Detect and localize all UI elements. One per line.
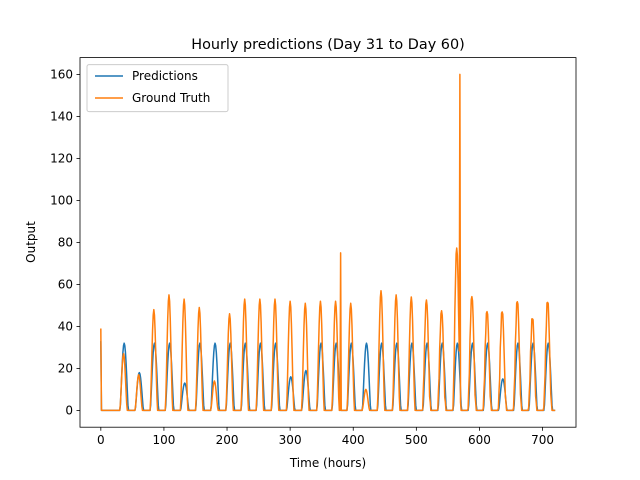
y-tick-label: 20 xyxy=(58,362,73,376)
x-tick-label: 0 xyxy=(97,433,105,447)
y-axis-ticks: 0 20 40 60 80 100 120 140 160 xyxy=(50,68,80,418)
y-tick-label: 80 xyxy=(58,236,73,250)
x-tick-label: 500 xyxy=(405,433,428,447)
y-tick-label: 100 xyxy=(50,194,73,208)
x-axis-ticks: 0 100 200 300 400 500 600 700 xyxy=(97,427,554,447)
x-tick-label: 600 xyxy=(468,433,491,447)
x-tick-label: 700 xyxy=(531,433,554,447)
legend-label-predictions: Predictions xyxy=(132,69,198,83)
x-axis-label: Time (hours) xyxy=(289,456,366,470)
x-tick-label: 400 xyxy=(342,433,365,447)
y-tick-label: 0 xyxy=(65,404,73,418)
x-tick-label: 100 xyxy=(152,433,175,447)
legend: Predictions Ground Truth xyxy=(86,64,229,113)
plot-lines xyxy=(100,73,556,412)
y-tick-label: 140 xyxy=(50,110,73,124)
chart-title: Hourly predictions (Day 31 to Day 60) xyxy=(191,37,464,53)
x-tick-label: 200 xyxy=(216,433,239,447)
y-tick-label: 160 xyxy=(50,68,73,82)
y-tick-label: 40 xyxy=(58,320,73,334)
legend-label-ground-truth: Ground Truth xyxy=(132,91,210,105)
x-tick-label: 300 xyxy=(279,433,302,447)
y-tick-label: 120 xyxy=(50,152,73,166)
y-axis-label: Output xyxy=(24,221,38,263)
series-line-ground-truth xyxy=(100,73,556,412)
y-tick-label: 60 xyxy=(58,278,73,292)
